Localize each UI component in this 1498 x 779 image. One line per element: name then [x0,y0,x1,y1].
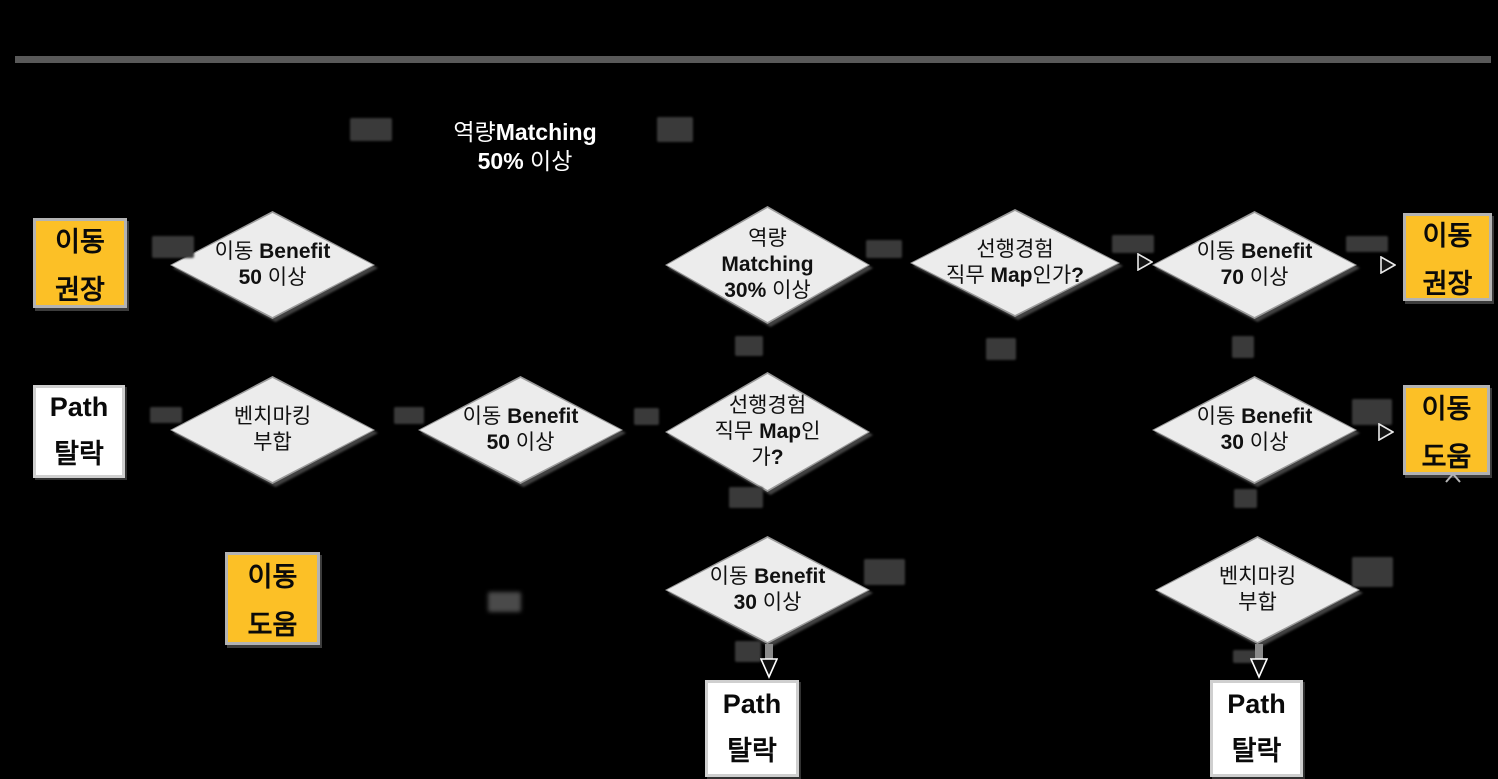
connector-label-blob [657,117,693,142]
right-arrowhead-icon [1380,255,1397,279]
connector-label-blob [1352,399,1392,425]
connector-label-blob [735,336,763,356]
connector-label-blob [864,559,905,585]
decision-move-benefit-50-row1: 이동 Benefit 50 이상 [170,211,375,319]
connector-label-blob [735,641,761,662]
competency-matching-50-label: 역량Matching 50% 이상 [400,118,650,176]
connector-label-blob [150,407,182,423]
up-arrowhead-icon [1445,470,1461,488]
connector-stub [765,644,773,659]
decision-move-benefit-70: 이동 Benefit 70 이상 [1152,211,1357,319]
terminal-label-line: 이동 [1421,393,1472,424]
diamond-label: 벤치마킹 부합 [1218,565,1297,614]
decision-move-benefit-50-row2: 이동 Benefit 50 이상 [418,376,623,484]
label-line-1: 역량Matching [453,119,597,145]
terminal-label-line: 이동 [247,562,298,592]
diamond-label: 이동 Benefit 50 이상 [462,405,579,454]
diamond-label: 이동 Benefit 70 이상 [1196,240,1313,289]
terminal-label-line: 권장 [55,274,105,305]
label-line-2: 50% 이상 [477,147,573,174]
diamond-label: 이동 Benefit 50 이상 [214,240,331,289]
connector-label-blob [350,118,392,141]
diamond-label: 이동 Benefit 30 이상 [709,565,826,614]
terminal-label-line: 도움 [1421,441,1472,472]
terminal-path-fail-bottom-right: Path 탈락 [1210,680,1303,777]
connector-stub [1255,644,1263,659]
terminal-label-line: Path [722,689,782,719]
diamond-label: 이동 Benefit 30 이상 [1196,405,1313,454]
down-arrowhead-icon [759,658,779,684]
connector-label-blob [1352,557,1393,587]
terminal-label-line: 이동 [55,226,105,257]
connector-label-blob [1234,489,1257,508]
right-arrowhead-icon [1137,252,1154,276]
terminal-label-line: 이동 [1422,220,1473,251]
decision-prior-experience-job-map-row1: 선행경험 직무 Map인가? [910,209,1120,317]
decision-benchmarking-fit-row3: 벤치마킹 부합 [1155,536,1360,644]
decision-move-benefit-30-row3: 이동 Benefit 30 이상 [665,536,870,644]
top-divider-bar [15,56,1491,63]
terminal-label-line: 탈락 [54,439,104,469]
connector-label-blob [866,240,902,258]
diamond-label: 역량 Matching 30% 이상 [721,227,814,302]
down-arrowhead-icon [1249,658,1269,684]
terminal-label-line: 탈락 [1231,736,1282,766]
connector-label-blob [729,487,763,508]
connector-label-blob [152,236,194,258]
decision-prior-experience-job-map-row2: 선행경험 직무 Map인 가? [665,372,870,492]
right-arrowhead-icon [1378,422,1395,446]
terminal-label-line: Path [1227,689,1286,719]
terminal-label-line: Path [49,392,109,422]
terminal-path-fail-left: Path 탈락 [33,385,125,478]
terminal-label-line: 권장 [1422,268,1473,299]
decision-move-benefit-30-row2: 이동 Benefit 30 이상 [1152,376,1357,484]
decision-competency-matching-30: 역량 Matching 30% 이상 [665,206,870,324]
diamond-label: 벤치마킹 부합 [233,405,312,454]
connector-label-blob [394,407,424,424]
connector-label-blob [634,408,659,425]
decision-benchmarking-fit-row2: 벤치마킹 부합 [170,376,375,484]
connector-label-blob [986,338,1016,360]
connector-label-blob [1232,336,1254,358]
connector-label-blob [488,592,521,612]
connector-label-blob [1346,236,1388,252]
terminal-label-line: 도움 [247,610,298,640]
connector-label-blob [1112,235,1154,253]
terminal-label-line: 탈락 [727,736,777,766]
terminal-path-fail-bottom-mid: Path 탈락 [705,680,799,777]
